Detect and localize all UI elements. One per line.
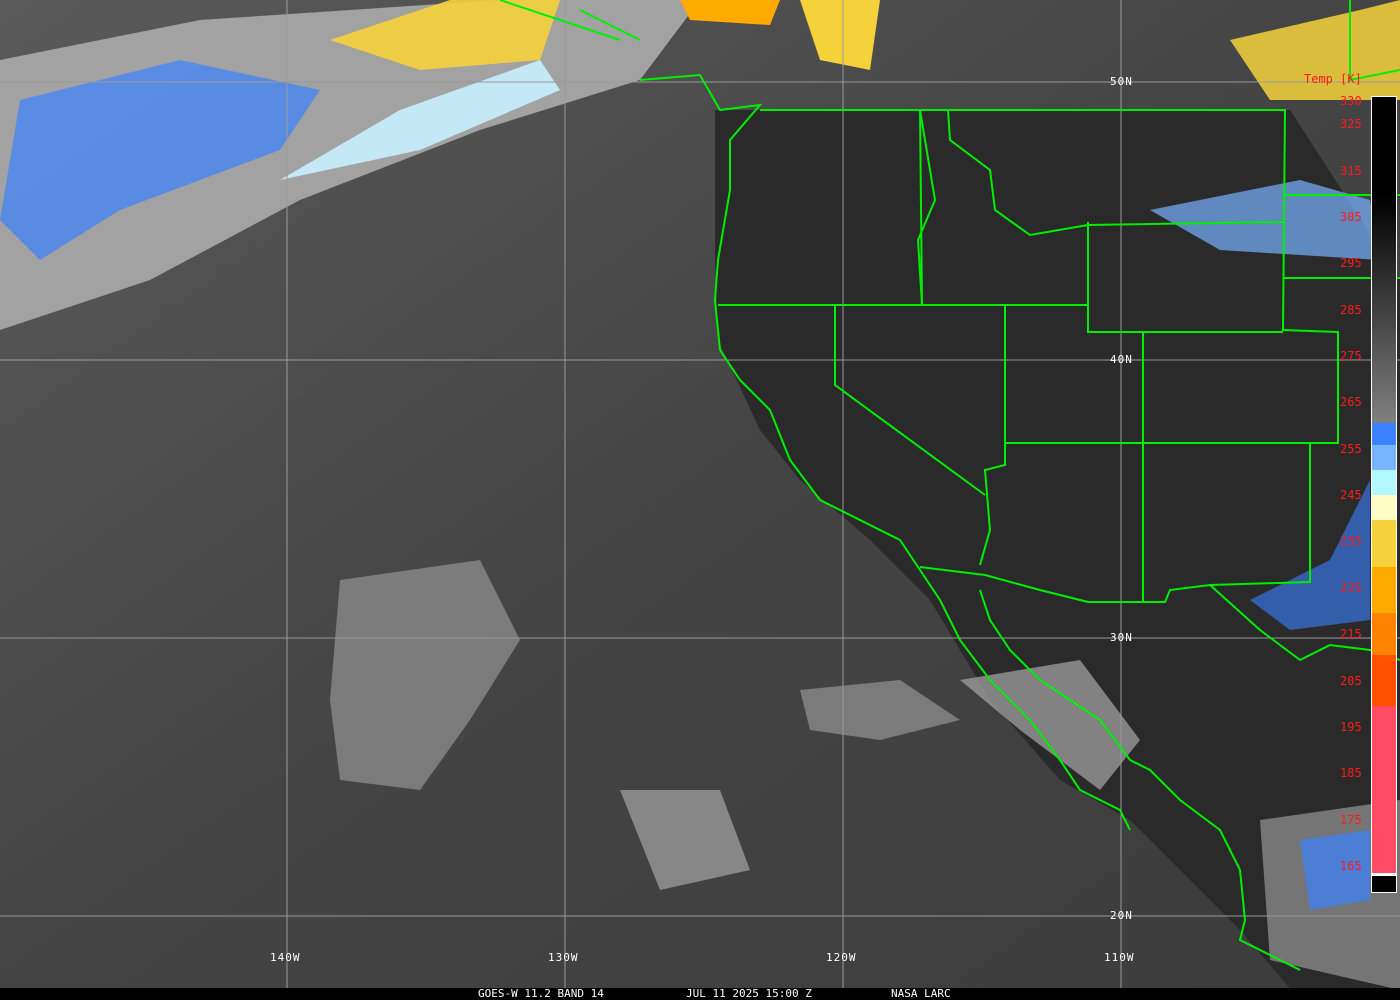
cold-cloud [280, 60, 560, 180]
colorbar-segment [1372, 98, 1396, 423]
lon-label-110w: 110W [1104, 951, 1135, 964]
cold-cloud [1300, 830, 1370, 910]
colorbar-tick: 315 [1340, 163, 1362, 178]
colorbar-tick: 195 [1340, 719, 1362, 734]
colorbar-tick: 275 [1340, 349, 1362, 363]
lat-label-30n: 30N [1110, 631, 1133, 644]
colorbar-segment [1372, 706, 1396, 873]
colorbar-segment [1372, 655, 1396, 706]
colorbar-tick: 205 [1340, 673, 1362, 688]
datetime-label: JUL 11 2025 15:00 Z [686, 987, 812, 1000]
source-label: NASA LARC [891, 987, 951, 1000]
colorbar-segment [1372, 445, 1396, 470]
colorbar-title: Temp [K] [1304, 72, 1362, 86]
colorbar-tick: 255 [1340, 441, 1362, 456]
cold-cloud [330, 0, 560, 70]
colorbar-segment [1372, 876, 1396, 891]
caption-bar: GOES-W 11.2 BAND 14 JUL 11 2025 15:00 Z … [0, 988, 1400, 1000]
cold-cloud [680, 0, 780, 25]
colorbar-tick: 265 [1340, 395, 1362, 410]
colorbar-tick: 175 [1340, 812, 1362, 827]
colorbar-tick: 235 [1340, 534, 1362, 549]
cold-cloud [1230, 0, 1400, 100]
colorbar-tick: 305 [1340, 209, 1362, 224]
colorbar-segment [1372, 613, 1396, 655]
colorbar-tick: 325 [1340, 117, 1362, 132]
cloud-cluster [330, 560, 520, 790]
colorbar-tick: 285 [1340, 302, 1362, 317]
lat-label-20n: 20N [1110, 909, 1133, 922]
colorbar-tick: 295 [1340, 256, 1362, 271]
lat-label-50n: 50N [1110, 75, 1133, 88]
colorbar [1371, 96, 1397, 893]
lon-label-130w: 130W [548, 951, 579, 964]
cloud-cluster [800, 680, 960, 740]
colorbar-tick: 245 [1340, 488, 1362, 503]
colorbar-segment [1372, 567, 1396, 613]
lon-label-120w: 120W [826, 951, 857, 964]
colorbar-tick: 225 [1340, 580, 1362, 595]
colorbar-segment [1372, 495, 1396, 520]
colorbar-segment [1372, 423, 1396, 445]
colorbar-segment [1372, 873, 1396, 876]
political-boundaries [499, 0, 1400, 971]
colorbar-segment [1372, 470, 1396, 495]
colorbar-tick: 185 [1340, 766, 1362, 781]
colorbar-tick: 165 [1340, 859, 1362, 873]
cold-cloud [0, 60, 320, 260]
colorbar-tick: 330 [1340, 94, 1362, 108]
cold-cloud [1150, 180, 1380, 260]
cold-cloud [800, 0, 880, 70]
colorbar-tick: 215 [1340, 627, 1362, 642]
lon-label-140w: 140W [270, 951, 301, 964]
cold-cloud [1250, 480, 1370, 630]
lat-label-40n: 40N [1110, 353, 1133, 366]
product-label: GOES-W 11.2 BAND 14 [478, 987, 604, 1000]
cloud-cluster [960, 660, 1140, 790]
colorbar-segment [1372, 520, 1396, 567]
cloud-cluster [620, 790, 750, 890]
